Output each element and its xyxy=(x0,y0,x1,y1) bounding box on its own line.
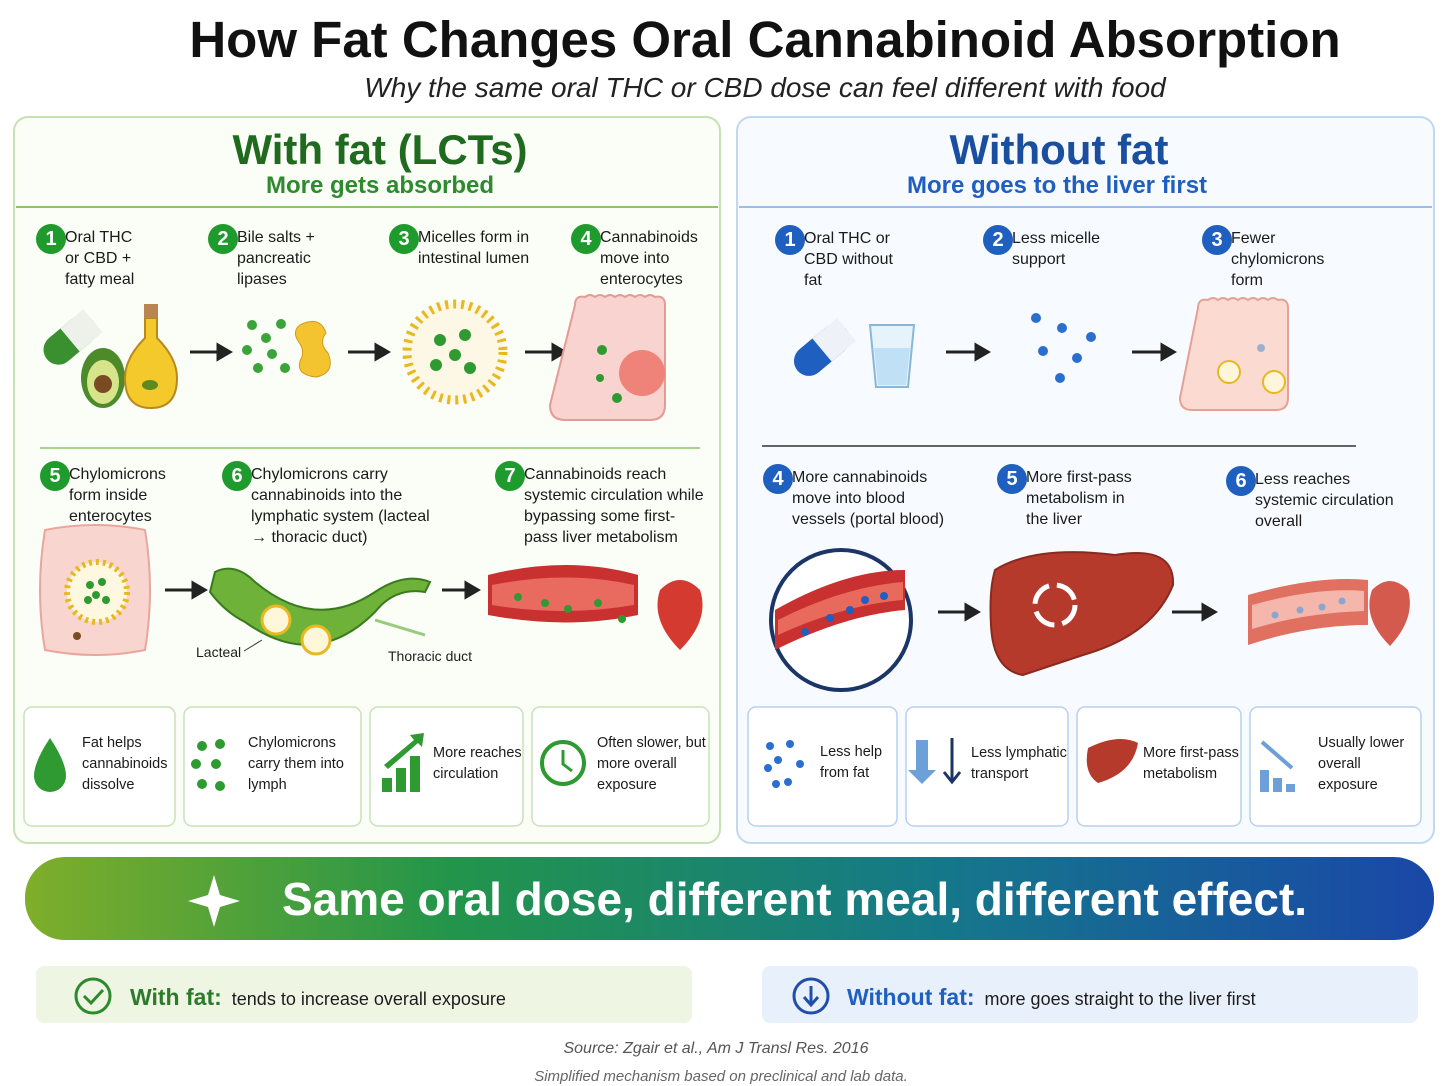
left-panel xyxy=(13,116,721,844)
step-number: 2 xyxy=(983,225,1013,255)
step-text: Bile salts + pancreatic lipases xyxy=(237,229,315,288)
capsule-avocado-oil xyxy=(43,304,179,410)
bile-droplets xyxy=(242,319,331,378)
step-number: 1 xyxy=(775,225,805,255)
capsule-water xyxy=(793,317,916,388)
panel-title: With fat (LCTs) xyxy=(232,126,528,173)
enterocyte xyxy=(548,294,666,421)
step-number: 1 xyxy=(36,224,66,254)
step-number: 5 xyxy=(997,464,1027,494)
step-text: Cannabinoids move into enterocytes xyxy=(600,229,698,288)
card-text: Fat helps cannabinoids dissolve xyxy=(82,735,168,793)
banner-text: Same oral dose, different meal, differen… xyxy=(282,873,1308,925)
enterocyte-chylomicron xyxy=(39,524,151,656)
right-cards xyxy=(747,706,1422,827)
step-number: 3 xyxy=(389,224,419,254)
card-icons xyxy=(34,733,586,792)
summary: With fat: tends to increase overall expo… xyxy=(130,984,506,1011)
step-text: Cannabinoids reach systemic circulation … xyxy=(524,466,704,546)
card-text: Usually lower overall exposure xyxy=(1318,735,1405,793)
summary-label: Without fat: xyxy=(847,984,975,1010)
step-text: Oral THC or CBD + fatty meal xyxy=(65,229,135,288)
summary-label: With fat: xyxy=(130,984,222,1010)
card-text: More reaches circulation xyxy=(433,745,522,782)
vessel-heart-faded xyxy=(1248,579,1410,646)
enterocyte-fewer xyxy=(1178,297,1289,411)
panel-subtitle: More gets absorbed xyxy=(265,172,495,199)
step-number: 6 xyxy=(222,461,252,491)
few-droplets xyxy=(1031,313,1096,383)
step-number: 7 xyxy=(495,461,525,491)
source: Source: Zgair et al., Am J Transl Res. 2… xyxy=(563,1040,869,1057)
subtitle: Why the same oral THC or CBD dose can fe… xyxy=(364,72,1166,103)
step-text: Micelles form in intestinal lumen xyxy=(418,229,530,267)
step-text: More first-pass metabolism in the liver xyxy=(1026,469,1132,528)
summary-text: more goes straight to the liver first xyxy=(984,989,1256,1009)
step-text: Less micelle support xyxy=(1012,230,1101,268)
summary-text: tends to increase overall exposure xyxy=(231,989,506,1009)
step-number: 2 xyxy=(208,224,238,254)
step-text: Chylomicrons form inside enterocytes xyxy=(69,466,166,525)
summary-box xyxy=(36,966,692,1023)
portal-vessel xyxy=(769,548,913,692)
step-text: Chylomicrons carry cannabinoids into the… xyxy=(251,466,430,546)
step-number: 3 xyxy=(1202,225,1232,255)
step-number: 4 xyxy=(763,464,793,494)
card-icons-right xyxy=(764,738,1295,792)
card-text: More first-pass metabolism xyxy=(1143,745,1239,782)
arrow xyxy=(165,342,1218,622)
step-number: 5 xyxy=(40,461,70,491)
sparkle-icon xyxy=(188,875,240,927)
card-text: Less help from fat xyxy=(820,744,883,781)
step-text: Oral THC or CBD without fat xyxy=(804,230,893,289)
lacteal xyxy=(208,567,432,656)
diagram-label: Thoracic duct xyxy=(388,648,473,664)
liver xyxy=(989,551,1175,677)
card-text: Less lymphatic transport xyxy=(971,745,1067,782)
card-text: Chylomicrons carry them into lymph xyxy=(248,735,344,793)
step-text: Less reaches systemic circulation overal… xyxy=(1255,471,1394,530)
panel-title: Without fat xyxy=(949,126,1169,173)
summary: Without fat: more goes straight to the l… xyxy=(847,984,1256,1011)
micelle xyxy=(402,299,508,405)
step-number: 4 xyxy=(571,224,601,254)
blood-vessel-heart xyxy=(488,565,703,650)
source-note: Simplified mechanism based on preclinica… xyxy=(534,1068,908,1085)
left-cards xyxy=(23,706,710,827)
summary-box xyxy=(762,966,1418,1023)
panel-subtitle: More goes to the liver first xyxy=(906,172,1208,199)
card-text: Often slower, but more overall exposure xyxy=(597,735,706,793)
title: How Fat Changes Oral Cannabinoid Absorpt… xyxy=(189,11,1341,68)
step-number: 6 xyxy=(1226,466,1256,496)
banner xyxy=(25,857,1434,940)
diagram-label: Lacteal xyxy=(196,644,242,660)
step-text: Fewer chylomicrons form xyxy=(1231,230,1325,289)
step-text: More cannabinoids move into blood vessel… xyxy=(792,469,945,528)
